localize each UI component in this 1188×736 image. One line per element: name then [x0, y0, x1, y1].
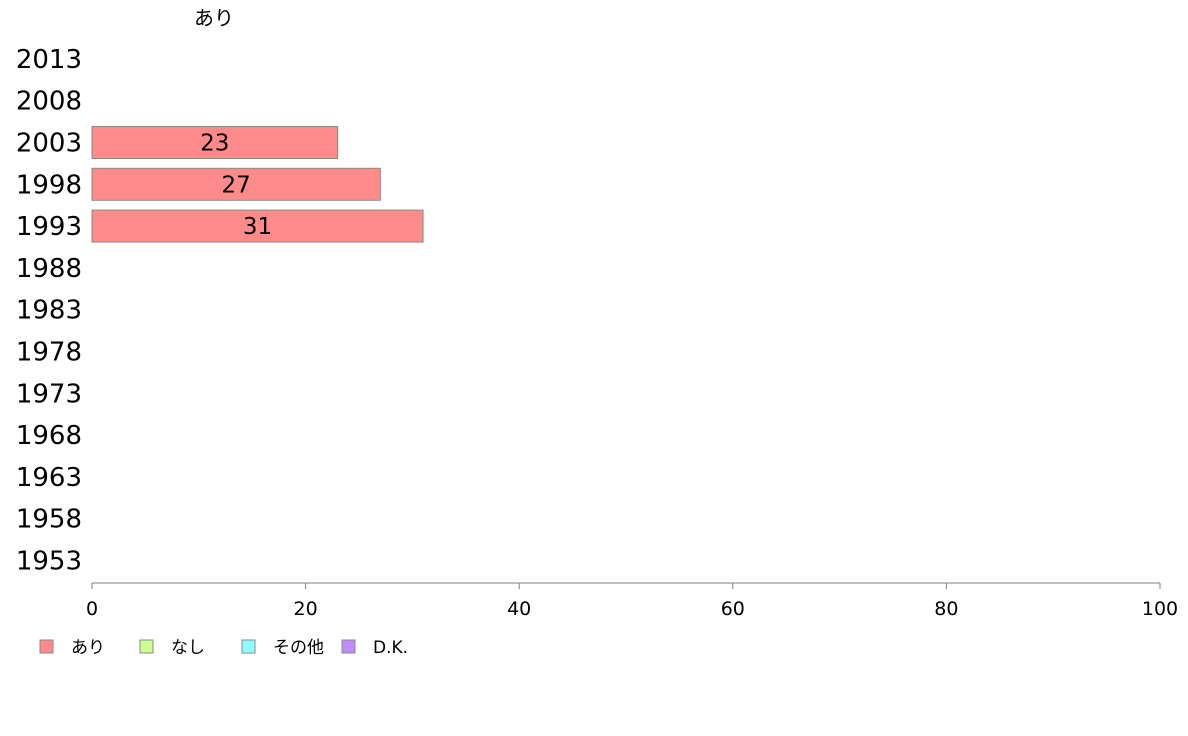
year-label: 1983 — [16, 296, 82, 326]
year-label: 1978 — [16, 338, 82, 368]
legend: あり なし その他 D.K. — [39, 638, 408, 658]
x-axis: 0 20 40 60 80 100 — [86, 582, 1178, 620]
x-tick-label: 0 — [86, 598, 98, 620]
bar-value-label: 31 — [243, 214, 272, 240]
x-tick-label: 80 — [934, 598, 958, 620]
legend-swatch — [139, 639, 154, 654]
bar-value-label: 23 — [200, 131, 229, 157]
legend-swatch — [341, 639, 356, 654]
year-axis-labels: 2013 2008 2003 1998 1993 1988 1983 1978 1973 1968… — [16, 45, 82, 577]
year-label: 1988 — [16, 254, 82, 284]
bars-group: 23 27 31 — [91, 126, 424, 243]
year-label: 1953 — [16, 547, 82, 577]
legend-swatch — [241, 639, 256, 654]
year-label: 1968 — [16, 421, 82, 451]
x-tick-label: 20 — [294, 598, 318, 620]
bar-segment — [91, 167, 381, 201]
x-tick-label: 60 — [721, 598, 745, 620]
year-label: 2013 — [16, 45, 82, 75]
legend-label: その他 — [273, 638, 324, 658]
bar-segment — [91, 126, 339, 159]
legend-swatch — [39, 639, 54, 654]
legend-label: なし — [171, 638, 205, 658]
year-label: 1993 — [16, 212, 82, 242]
legend-label: あり — [71, 638, 105, 658]
year-label: 1963 — [16, 463, 82, 493]
year-label: 1973 — [16, 379, 82, 409]
bar-value-label: 27 — [222, 172, 251, 198]
year-label: 1958 — [16, 505, 82, 535]
legend-label: D.K. — [373, 638, 408, 658]
year-label: 1998 — [16, 170, 82, 200]
year-label: 2003 — [16, 129, 82, 159]
bar-segment — [91, 209, 424, 243]
year-label: 2008 — [16, 87, 82, 117]
series-header-label: あり — [194, 6, 234, 30]
x-tick-label: 100 — [1142, 598, 1178, 620]
x-tick-label: 40 — [507, 598, 531, 620]
